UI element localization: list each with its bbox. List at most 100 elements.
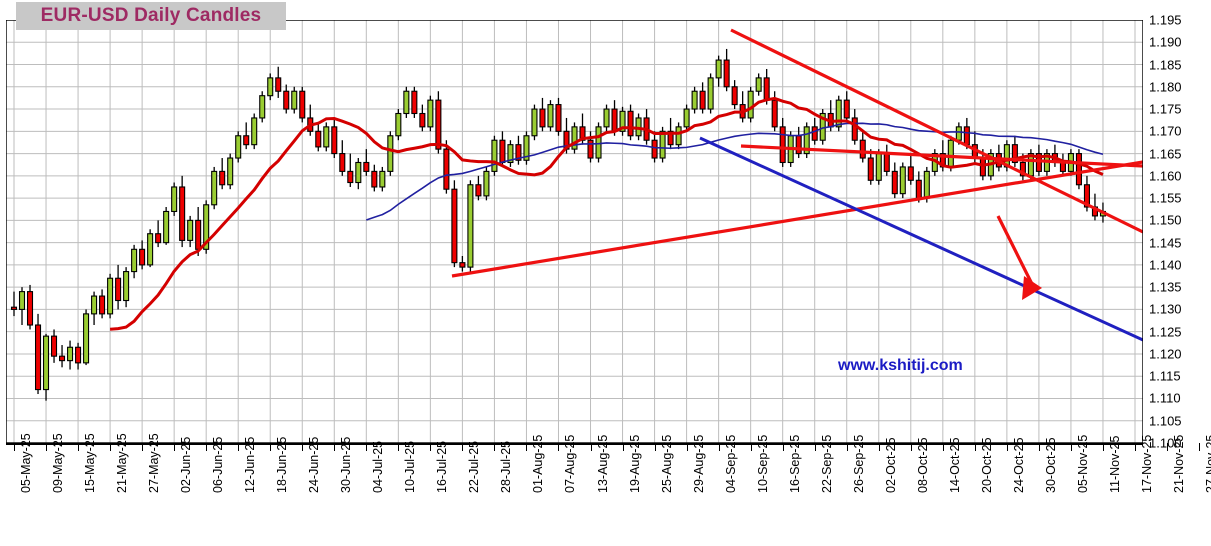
x-axis-tick-mark — [686, 443, 688, 451]
candle-body — [523, 135, 530, 161]
candle-body — [379, 170, 386, 188]
x-axis-tick-mark — [526, 443, 528, 451]
y-axis-tick-label: 1.105 — [1149, 413, 1182, 429]
candle-body — [659, 130, 666, 159]
candle-body — [667, 130, 674, 146]
candle-body — [203, 204, 210, 250]
candle-body — [211, 170, 218, 206]
candle-body — [475, 184, 482, 197]
candle-body — [779, 126, 786, 164]
candle-body — [547, 104, 554, 128]
x-axis-tick-mark — [334, 443, 336, 451]
candle-body — [771, 99, 778, 128]
candle-body — [715, 59, 722, 79]
x-axis-labels: 05-May-25 09-May-25 15-May-25 21-May-25 27-M… — [0, 433, 1211, 546]
x-axis-tick-label: 06-Jun-25 — [211, 436, 226, 493]
candle-body — [171, 186, 178, 213]
candle-body — [899, 166, 906, 195]
candle-body — [979, 157, 986, 177]
candle-body — [923, 170, 930, 199]
x-axis-tick-mark — [398, 443, 400, 451]
candle-body — [18, 291, 26, 310]
y-axis-tick-label: 1.145 — [1149, 235, 1182, 251]
candle-body — [603, 108, 610, 128]
page-title: EUR-USD Daily Candles — [40, 5, 262, 26]
candle-body — [67, 346, 74, 362]
x-axis-tick-mark — [46, 443, 48, 451]
candle-body — [1083, 184, 1090, 208]
x-axis-tick-mark — [1134, 443, 1136, 451]
candlestick-chart-svg — [6, 20, 1143, 443]
candle-body — [243, 135, 250, 146]
candle-body — [875, 153, 882, 181]
candle-body — [955, 126, 962, 141]
candle-body — [731, 86, 738, 106]
x-axis-line — [6, 443, 1143, 445]
falling-resistance-lower — [740, 144, 1143, 168]
y-axis-tick-label: 1.100 — [1149, 435, 1182, 451]
x-axis-tick-mark — [14, 443, 15, 451]
candle-body — [1059, 161, 1066, 172]
candle-body — [395, 112, 402, 137]
x-axis-tick-mark — [270, 443, 272, 451]
candle-body — [347, 170, 354, 184]
x-axis-tick-label: 14-Oct-25 — [947, 437, 962, 493]
y-axis-tick-label: 1.190 — [1149, 34, 1182, 50]
y-axis-tick-label: 1.170 — [1149, 123, 1182, 139]
candle-body — [763, 77, 770, 101]
x-axis-tick-label: 02-Oct-25 — [883, 437, 898, 493]
candle-body — [139, 248, 146, 266]
x-axis-tick-mark — [1199, 443, 1201, 451]
candle-body — [235, 135, 242, 159]
candle-body — [339, 153, 346, 172]
candle-body — [291, 90, 298, 110]
x-axis-tick-mark — [78, 443, 80, 451]
x-axis-tick-label: 24-Oct-25 — [1011, 437, 1026, 493]
x-axis-tick-mark — [110, 443, 112, 451]
candle-body — [707, 77, 714, 110]
moving-average-slow-line — [366, 122, 1104, 221]
x-axis-tick-label: 08-Oct-25 — [915, 437, 930, 493]
candle-body — [443, 148, 450, 190]
candle-body — [835, 99, 842, 128]
candle-body — [675, 126, 682, 146]
candle-body — [867, 157, 874, 181]
candle-body — [571, 126, 578, 150]
candle-body — [115, 277, 122, 302]
x-axis-tick-mark — [622, 443, 624, 451]
candle-body — [651, 139, 658, 159]
x-axis-tick-mark — [462, 443, 464, 451]
y-axis-tick-label: 1.155 — [1149, 190, 1182, 206]
x-axis-tick-label: 28-Jul-25 — [499, 440, 514, 493]
x-axis-tick-label: 18-Jun-25 — [275, 436, 290, 493]
candle-body — [355, 161, 362, 184]
y-axis-tick-label: 1.135 — [1149, 279, 1182, 295]
candle-body — [315, 130, 322, 148]
candle-body — [131, 248, 138, 273]
x-axis-tick-mark — [654, 443, 656, 451]
candle-body — [387, 135, 394, 172]
candle-body — [891, 170, 898, 195]
candle-body — [947, 139, 954, 168]
x-axis-tick-mark — [846, 443, 848, 451]
candle-body — [195, 219, 202, 250]
y-axis-tick-label: 1.165 — [1149, 146, 1182, 162]
x-axis-tick-label: 16-Jul-25 — [435, 440, 450, 493]
candle-body — [539, 108, 546, 128]
projection-arrow-shaft — [996, 215, 1036, 289]
candle-body — [811, 126, 818, 141]
x-axis-tick-mark — [1070, 443, 1072, 451]
candle-body — [123, 271, 130, 302]
candle-body — [283, 90, 290, 110]
x-axis-tick-mark — [814, 443, 816, 451]
candle-body — [371, 170, 378, 188]
candle-body — [515, 144, 522, 161]
x-axis-tick-mark — [206, 443, 208, 451]
candle-body — [83, 313, 90, 364]
x-axis-tick-label: 02-Jun-25 — [179, 436, 194, 493]
candle-body — [459, 262, 466, 268]
candle-body — [699, 90, 706, 110]
candle-body — [531, 108, 538, 137]
candle-body — [411, 90, 418, 115]
candle-body — [155, 233, 162, 244]
